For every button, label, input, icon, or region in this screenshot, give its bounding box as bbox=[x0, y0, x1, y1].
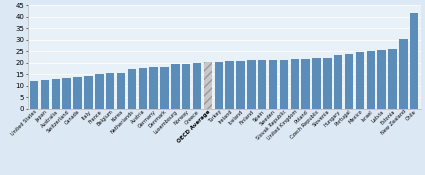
Bar bbox=[258, 60, 266, 108]
Bar bbox=[95, 74, 104, 108]
Bar bbox=[171, 64, 179, 108]
Bar bbox=[323, 58, 332, 108]
Bar bbox=[160, 66, 169, 108]
Bar bbox=[377, 50, 386, 108]
Bar bbox=[356, 52, 364, 108]
Bar bbox=[215, 62, 223, 108]
Bar bbox=[106, 73, 114, 108]
Bar bbox=[334, 55, 343, 108]
Bar bbox=[117, 73, 125, 108]
Bar bbox=[280, 60, 288, 108]
Bar bbox=[236, 61, 245, 108]
Bar bbox=[62, 78, 71, 108]
Bar bbox=[128, 69, 136, 108]
Bar bbox=[225, 61, 234, 108]
Bar bbox=[139, 68, 147, 108]
Bar bbox=[301, 59, 310, 108]
Bar bbox=[51, 79, 60, 108]
Bar bbox=[41, 80, 49, 108]
Bar bbox=[193, 63, 201, 108]
Bar bbox=[74, 77, 82, 108]
Bar bbox=[149, 67, 158, 108]
Bar bbox=[399, 39, 408, 108]
Bar bbox=[312, 58, 321, 108]
Bar bbox=[388, 49, 397, 108]
Bar bbox=[30, 81, 38, 108]
Bar bbox=[182, 64, 190, 108]
Bar bbox=[269, 60, 277, 108]
Bar bbox=[410, 13, 419, 108]
Bar bbox=[366, 51, 375, 108]
Bar bbox=[247, 60, 255, 108]
Bar bbox=[291, 59, 299, 108]
Bar bbox=[345, 54, 353, 108]
Bar bbox=[204, 62, 212, 108]
Bar bbox=[84, 76, 93, 108]
